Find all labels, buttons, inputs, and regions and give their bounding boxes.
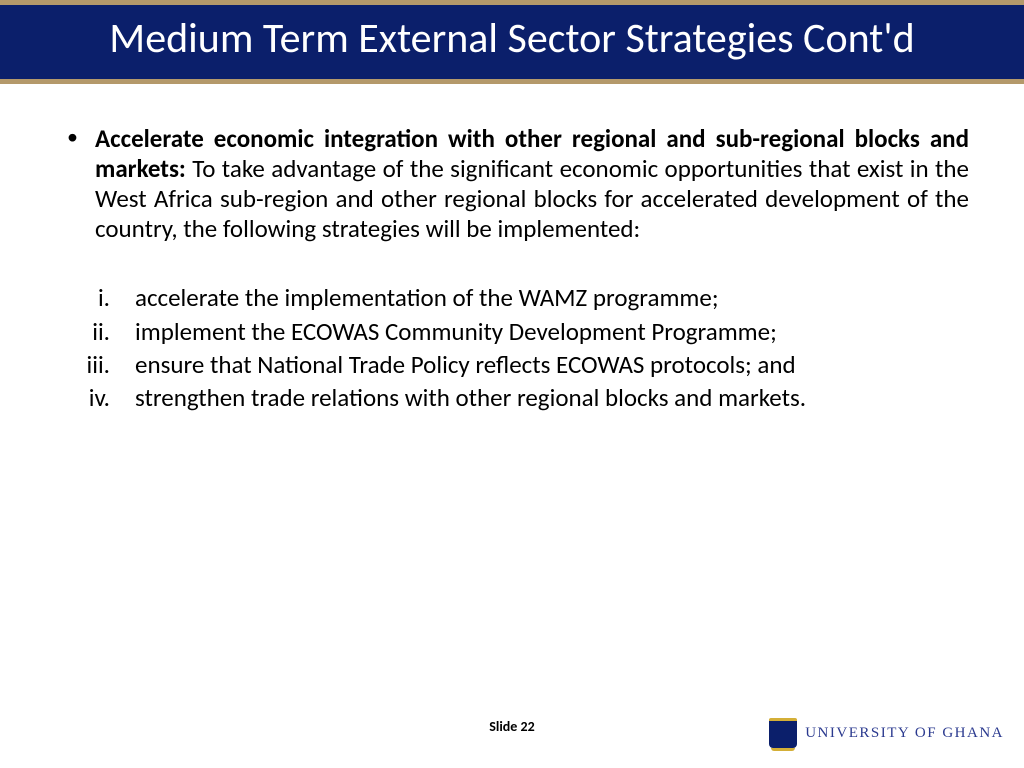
list-text: implement the ECOWAS Community Developme…: [135, 316, 777, 347]
list-item: iii. ensure that National Trade Policy r…: [55, 349, 969, 380]
slide-title: Medium Term External Sector Strategies C…: [20, 15, 1004, 63]
list-item: i. accelerate the implementation of the …: [55, 282, 969, 313]
list-item: iv. strengthen trade relations with othe…: [55, 382, 969, 413]
intro-paragraph: Accelerate economic integration with oth…: [55, 124, 969, 244]
strategy-list: i. accelerate the implementation of the …: [55, 282, 969, 413]
title-bar: Medium Term External Sector Strategies C…: [0, 0, 1024, 84]
org-name: UNIVERSITY OF GHANA: [805, 725, 1004, 742]
list-num: iv.: [55, 382, 110, 413]
list-num: iii.: [55, 349, 110, 380]
slide-number: Slide 22: [489, 718, 534, 735]
list-text: ensure that National Trade Policy reflec…: [135, 349, 796, 380]
list-text: strengthen trade relations with other re…: [135, 382, 806, 413]
list-text: accelerate the implementation of the WAM…: [135, 282, 719, 313]
list-item: ii. implement the ECOWAS Community Devel…: [55, 316, 969, 347]
list-num: ii.: [55, 316, 110, 347]
list-num: i.: [55, 282, 110, 313]
intro-rest: To take advantage of the significant eco…: [95, 153, 969, 244]
crest-icon: [769, 718, 797, 748]
content-area: Accelerate economic integration with oth…: [0, 84, 1024, 413]
org-logo-block: UNIVERSITY OF GHANA: [769, 718, 1004, 748]
